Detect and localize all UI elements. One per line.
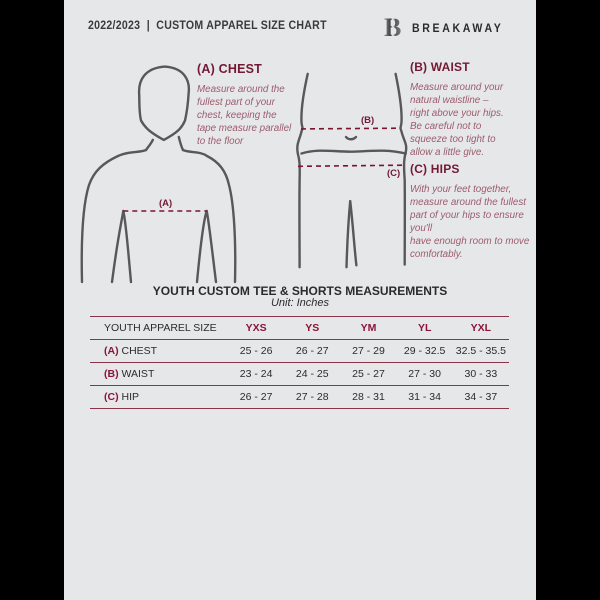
- svg-text:B: B: [384, 15, 401, 41]
